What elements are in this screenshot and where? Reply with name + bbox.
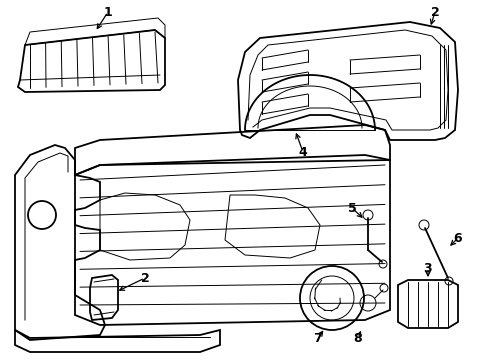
Text: 7: 7 <box>313 332 322 345</box>
Text: 2: 2 <box>141 271 149 284</box>
Text: 3: 3 <box>423 261 431 274</box>
Text: 4: 4 <box>298 145 307 158</box>
Text: 5: 5 <box>347 202 356 215</box>
Text: 8: 8 <box>353 332 362 345</box>
Text: 6: 6 <box>453 231 461 244</box>
Text: 1: 1 <box>103 5 112 18</box>
Text: 2: 2 <box>430 5 439 18</box>
